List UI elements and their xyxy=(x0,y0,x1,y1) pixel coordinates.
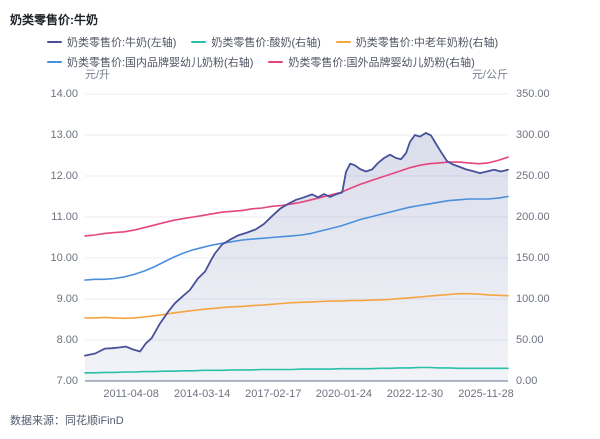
legend-item-0[interactable]: 奶类零售价:牛奶(左轴) xyxy=(47,34,176,50)
legend-swatch-icon xyxy=(335,40,351,44)
left-axis-tick: 14.00 xyxy=(50,88,78,100)
right-axis-tick: 0.00 xyxy=(516,375,538,387)
x-axis-tick: 2017-02-17 xyxy=(245,388,302,400)
left-axis-tick: 12.00 xyxy=(50,170,78,182)
left-axis-tick: 10.00 xyxy=(50,252,78,264)
legend-swatch-icon xyxy=(47,60,62,64)
right-axis-tick: 150.00 xyxy=(516,252,550,264)
right-axis-unit: 元/公斤 xyxy=(471,69,508,81)
series-line-0 xyxy=(84,131,509,357)
series-line-3 xyxy=(84,195,509,281)
right-axis-tick: 300.00 xyxy=(516,129,550,141)
right-axis-tick: 350.00 xyxy=(516,88,550,100)
series-line-1 xyxy=(84,366,509,374)
legend-label: 奶类零售价:国外品牌婴幼儿奶粉(右轴) xyxy=(288,57,475,69)
left-axis-tick: 8.00 xyxy=(56,334,78,346)
x-axis-tick: 2025-11-28 xyxy=(458,388,514,400)
series-line-4 xyxy=(84,156,509,237)
series-line-2 xyxy=(84,292,509,320)
legend-item-1[interactable]: 奶类零售价:酸奶(右轴) xyxy=(191,34,321,50)
x-axis-tick: 2020-01-24 xyxy=(315,388,373,400)
right-axis-tick: 250.00 xyxy=(516,170,550,182)
x-axis-tick: 2014-03-14 xyxy=(174,388,231,400)
legend: 奶类零售价:牛奶(左轴) 奶类零售价:酸奶(右轴) 奶类零售价:中老年奶粉(右轴) 奶… xyxy=(47,34,498,70)
legend-item-3[interactable]: 奶类零售价:国内品牌婴幼儿奶粉(右轴) xyxy=(47,54,253,70)
legend-label: 奶类零售价:牛奶(左轴) xyxy=(67,37,177,49)
left-axis-tick: 13.00 xyxy=(50,129,78,141)
legend-label: 奶类零售价:国内品牌婴幼儿奶粉(右轴) xyxy=(67,57,254,69)
legend-swatch-icon xyxy=(268,60,284,64)
chart-title: 奶类零售价:牛奶 xyxy=(10,13,98,27)
data-source: 数据来源：同花顺iFinD xyxy=(10,415,124,427)
left-axis-unit: 元/升 xyxy=(85,69,111,81)
legend-item-2[interactable]: 奶类零售价:中老年奶粉(右轴) xyxy=(335,34,499,50)
legend-item-4[interactable]: 奶类零售价:国外品牌婴幼儿奶粉(右轴) xyxy=(268,54,475,70)
legend-label: 奶类零售价:中老年奶粉(右轴) xyxy=(355,37,499,49)
legend-swatch-icon xyxy=(191,40,207,44)
legend-label: 奶类零售价:酸奶(右轴) xyxy=(211,37,321,49)
left-axis-tick: 11.00 xyxy=(51,211,78,223)
left-axis-tick: 9.00 xyxy=(56,293,78,305)
x-axis-tick: 2011-04-08 xyxy=(103,388,159,400)
left-axis-tick: 7.00 xyxy=(56,375,78,387)
legend-swatch-icon xyxy=(47,40,62,44)
x-axis-tick: 2022-12-30 xyxy=(386,388,444,400)
right-axis-tick: 100.00 xyxy=(516,293,550,305)
right-axis-tick: 200.00 xyxy=(516,211,550,223)
right-axis-tick: 50.00 xyxy=(516,334,544,346)
